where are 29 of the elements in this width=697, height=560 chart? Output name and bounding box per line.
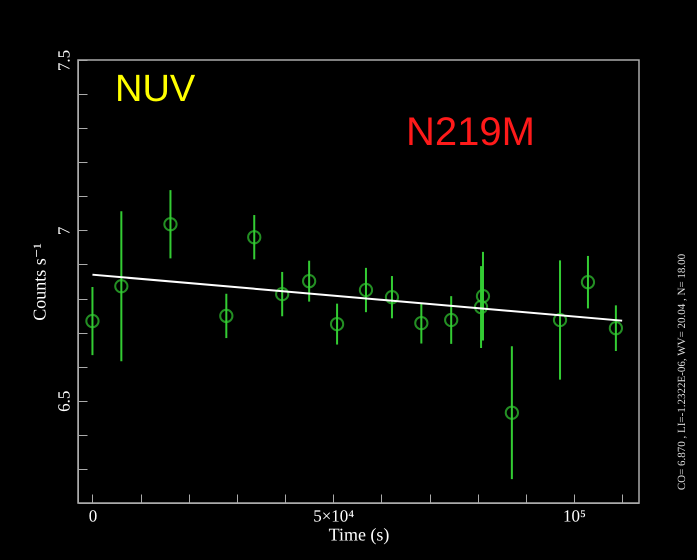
annotation: NUV <box>115 68 196 111</box>
x-tick-label: 5×10⁴ <box>313 506 354 526</box>
point <box>358 282 374 298</box>
point <box>302 274 316 288</box>
point <box>552 312 568 328</box>
y-tick-label: 7.5 <box>54 50 74 72</box>
point <box>330 316 344 332</box>
point <box>247 230 262 244</box>
point <box>384 290 400 304</box>
point <box>476 289 490 304</box>
point <box>219 308 234 324</box>
x-tick-label: 10⁵ <box>563 506 586 526</box>
y-axis-title: Counts s⁻¹ <box>30 243 50 321</box>
annotation: N219M <box>406 110 535 155</box>
point <box>114 279 128 294</box>
point <box>474 300 488 314</box>
point <box>444 312 458 328</box>
point <box>580 275 596 290</box>
x-axis-title: Time (s) <box>328 524 390 544</box>
point <box>414 316 428 330</box>
point <box>608 321 624 336</box>
y-tick-label: 6.5 <box>54 390 74 412</box>
x-tick-label: 0 <box>88 506 98 526</box>
point <box>504 406 519 420</box>
point <box>275 286 290 302</box>
point <box>85 314 100 328</box>
text: CO= 6.870 , LI=-1.2322E-06, WV= 20.04 , N= 18.00 <box>676 254 688 490</box>
y-tick-label: 7 <box>54 226 74 236</box>
point <box>163 217 178 232</box>
